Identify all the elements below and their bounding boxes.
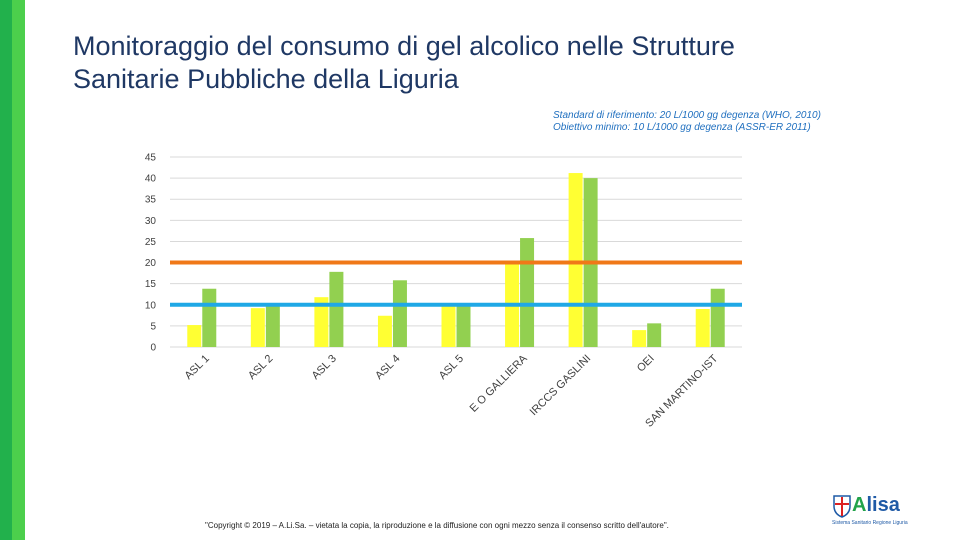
side-bar-dark — [0, 0, 12, 540]
bar-1-san-martino-ist — [695, 309, 710, 347]
bar-2-asl-5 — [456, 303, 471, 347]
x-tick-label: OEI — [635, 353, 657, 375]
y-tick-label: 15 — [145, 279, 157, 290]
x-tick-label: ASL 1 — [183, 353, 212, 382]
y-tick-label: 25 — [145, 237, 157, 248]
y-tick-label: 40 — [145, 174, 157, 185]
bar-2-asl-3 — [329, 271, 344, 347]
liguria-coat-of-arms-icon — [833, 495, 851, 518]
logo-name: lisa — [866, 494, 900, 516]
x-tick-label: SAN MARTINO-IST — [643, 352, 720, 429]
subtitle-line-1: Standard di riferimento: 20 L/1000 gg de… — [553, 110, 821, 121]
x-tick-label: E O GALLIERA — [468, 352, 531, 415]
logo-subtitle: Sistema Sanitario Regione Liguria — [832, 520, 908, 526]
y-tick-label: 30 — [145, 216, 157, 227]
bar-1-asl-5 — [441, 305, 456, 347]
y-tick-label: 10 — [145, 300, 157, 311]
x-tick-label: ASL 2 — [246, 353, 275, 382]
x-tick-label: IRCCS GASLINI — [528, 353, 594, 419]
copyright-footer: "Copyright © 2019 – A.Li.Sa. – vietata l… — [205, 521, 669, 530]
y-tick-label: 45 — [145, 153, 157, 164]
y-tick-label: 20 — [145, 258, 157, 269]
side-bar-light — [12, 0, 25, 540]
y-tick-label: 5 — [150, 321, 156, 332]
y-tick-label: 35 — [145, 195, 157, 206]
logo-letter-a: A — [852, 494, 867, 516]
x-tick-label: ASL 4 — [373, 353, 402, 382]
page-title: Monitoraggio del consumo di gel alcolico… — [73, 30, 873, 96]
bar-1-oei — [632, 330, 647, 347]
bar-2-san-martino-ist — [710, 288, 725, 347]
x-tick-label: ASL 3 — [310, 353, 339, 382]
alisa-logo: Alisa — [852, 494, 900, 517]
bar-2-asl-4 — [392, 280, 407, 347]
bar-1-asl-3 — [314, 297, 329, 347]
bar-2-asl-2 — [265, 303, 280, 347]
chart-subtitle: Standard di riferimento: 20 L/1000 gg de… — [553, 110, 821, 134]
bar-1-asl-1 — [187, 325, 202, 347]
x-tick-label: ASL 5 — [437, 353, 466, 382]
bar-2-oei — [647, 323, 662, 347]
bar-1-asl-4 — [377, 315, 392, 347]
bar-1-asl-2 — [250, 308, 265, 347]
title-line-1: Monitoraggio del consumo di gel alcolico… — [73, 31, 735, 61]
title-line-2: Sanitarie Pubbliche della Liguria — [73, 64, 459, 94]
bar-1-irccs-gaslini — [568, 173, 583, 347]
bar-2-asl-1 — [202, 288, 217, 347]
bar-2-e-o-galliera — [520, 238, 535, 347]
subtitle-line-2: Obiettivo minimo: 10 L/1000 gg degenza (… — [553, 122, 811, 133]
y-tick-label: 0 — [150, 343, 156, 354]
